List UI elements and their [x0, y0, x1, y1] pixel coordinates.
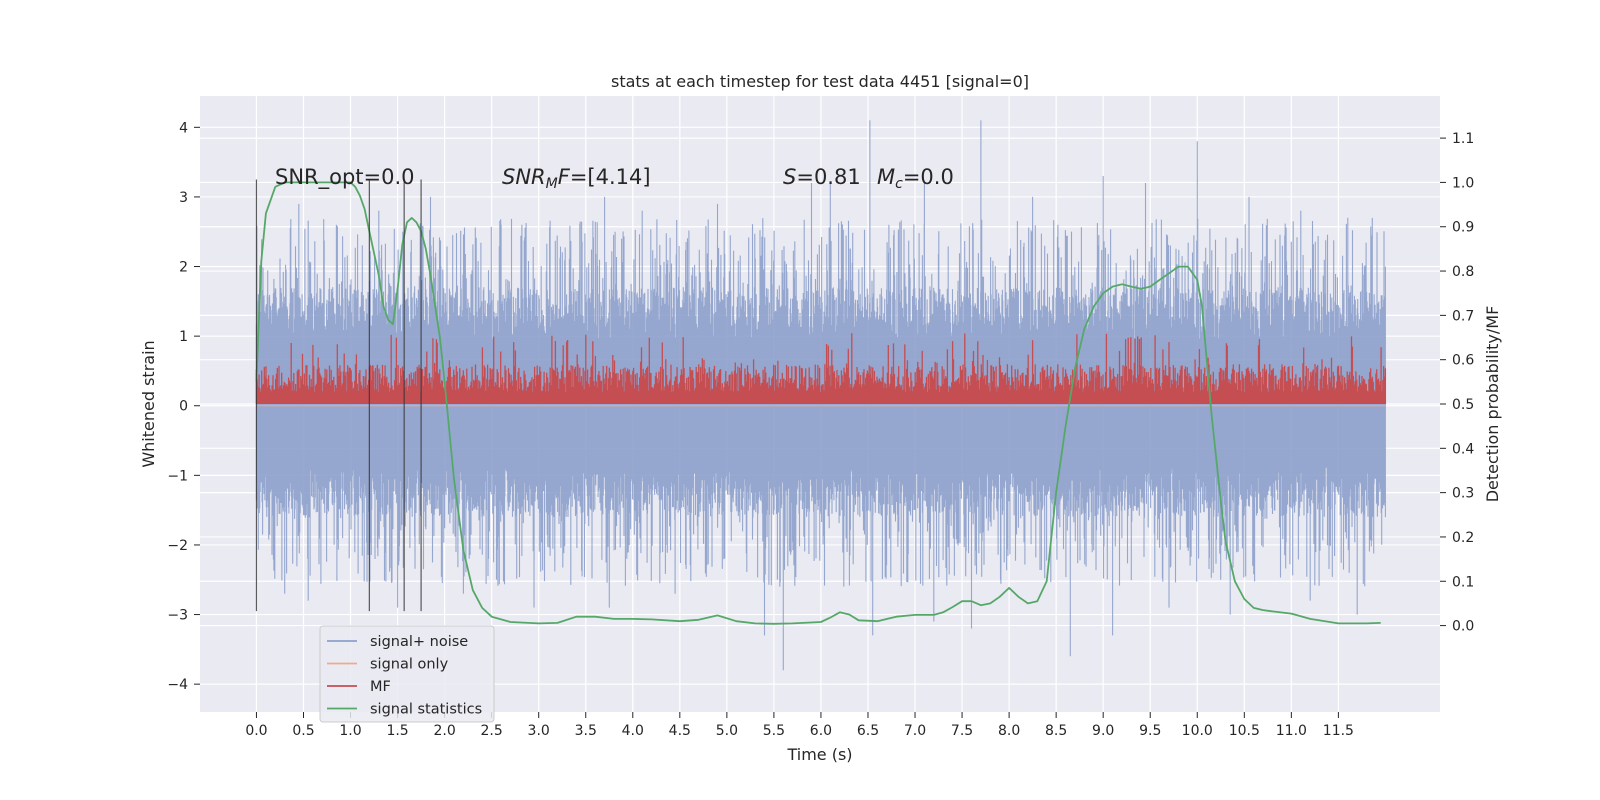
x-tick-label: 7.5: [951, 723, 973, 739]
y-tick-label-right: 1.0: [1452, 175, 1474, 191]
annotation-snr-mf-tail: F: [558, 165, 571, 189]
x-axis-label: Time (s): [786, 745, 852, 764]
x-tick-label: 0.5: [292, 723, 314, 739]
x-axis: 0.0 0.5 1.0 1.5 2.0 2.5 3.0 3.5 4.0 4.5 5.0 5.5 6.0 6…: [245, 712, 1354, 739]
x-tick-label: 5.0: [716, 723, 738, 739]
y-tick-label-left: 3: [179, 190, 188, 206]
y-tick-label-right: 0.8: [1452, 264, 1474, 280]
series-signal-statistics: [255, 181, 1381, 625]
legend-label: signal only: [370, 657, 449, 673]
y-tick-label-left: 4: [179, 120, 188, 136]
annotation-snr-mf: SNRMF=[4.14]: [502, 165, 651, 192]
legend-label: signal statistics: [370, 702, 482, 718]
y-axis-right: 1.1 1.0 0.9 0.8 0.7 0.6 0.5 0.4 0.3 0.2 0.1 0.0: [1440, 131, 1474, 635]
x-tick-label: 7.0: [904, 723, 926, 739]
annotation-s-symbol: S: [783, 165, 796, 189]
y-axis-label-right: Detection probability/MF: [1483, 306, 1502, 503]
y-tick-label-right: 0.7: [1452, 308, 1474, 324]
legend: signal+ noise signal only MF signal statist…: [319, 625, 495, 723]
x-tick-label: 6.5: [857, 723, 879, 739]
x-tick-label: 10.5: [1229, 723, 1260, 739]
x-tick-label: 3.5: [575, 723, 597, 739]
annotation-snr-mf-symbol: SNR: [502, 165, 546, 189]
x-tick-label: 11.5: [1323, 723, 1354, 739]
x-tick-label: 9.0: [1092, 723, 1114, 739]
y-axis-left: 4 3 2 1 0 −1 −2 −3 −4: [167, 120, 200, 693]
chart-title: stats at each timestep for test data 445…: [611, 72, 1029, 91]
x-tick-label: 1.0: [339, 723, 361, 739]
annotation-mc-symbol: M: [877, 165, 895, 189]
y-tick-label-left: −3: [167, 608, 188, 624]
legend-label: signal+ noise: [370, 634, 468, 650]
x-tick-label: 9.5: [1139, 723, 1161, 739]
y-tick-label-right: 0.6: [1452, 353, 1474, 369]
x-tick-label: 1.5: [386, 723, 408, 739]
y-tick-label-left: −4: [167, 677, 188, 693]
y-tick-label-right: 0.5: [1452, 397, 1474, 413]
y-axis-label-left: Whitened strain: [139, 340, 158, 467]
x-tick-label: 10.0: [1182, 723, 1213, 739]
legend-label: MF: [370, 679, 391, 695]
annotation-snr-mf-sub: M: [546, 176, 558, 192]
annotation-mc-sub: c: [895, 176, 903, 192]
y-tick-label-left: −1: [167, 468, 188, 484]
annotation-s: S=0.81: [783, 165, 861, 189]
annotation-snr-opt: SNR_opt=0.0: [275, 165, 415, 190]
x-tick-label: 2.5: [481, 723, 503, 739]
vertical-lines: [255, 179, 422, 612]
x-tick-label: 3.0: [528, 723, 550, 739]
annotation-mc: Mc=0.0: [877, 165, 954, 192]
annotation-s-value: =0.81: [796, 165, 860, 189]
y-tick-label-left: 1: [179, 329, 188, 345]
y-tick-label-left: −2: [167, 538, 188, 554]
x-tick-label: 5.5: [763, 723, 785, 739]
y-tick-label-right: 0.3: [1452, 486, 1474, 502]
y-tick-label-left: 0: [179, 399, 188, 415]
y-tick-label-right: 0.2: [1452, 530, 1474, 546]
x-tick-label: 4.0: [622, 723, 644, 739]
x-tick-label: 11.0: [1276, 723, 1307, 739]
y-tick-label-left: 2: [179, 260, 188, 276]
x-tick-label: 4.5: [669, 723, 691, 739]
y-tick-label-right: 0.4: [1452, 441, 1474, 457]
annotation-mc-value: =0.0: [903, 165, 954, 189]
y-tick-label-right: 0.9: [1452, 220, 1474, 236]
x-tick-label: 8.5: [1045, 723, 1067, 739]
legend-box: [319, 625, 495, 723]
x-tick-label: 2.0: [433, 723, 455, 739]
annotation-snr-mf-value: =[4.14]: [570, 165, 651, 189]
y-tick-label-right: 0.1: [1452, 574, 1474, 590]
y-tick-label-right: 0.0: [1452, 619, 1474, 635]
x-tick-label: 8.0: [998, 723, 1020, 739]
x-tick-label: 0.0: [245, 723, 267, 739]
y-tick-label-right: 1.1: [1452, 131, 1474, 147]
x-tick-label: 6.0: [810, 723, 832, 739]
